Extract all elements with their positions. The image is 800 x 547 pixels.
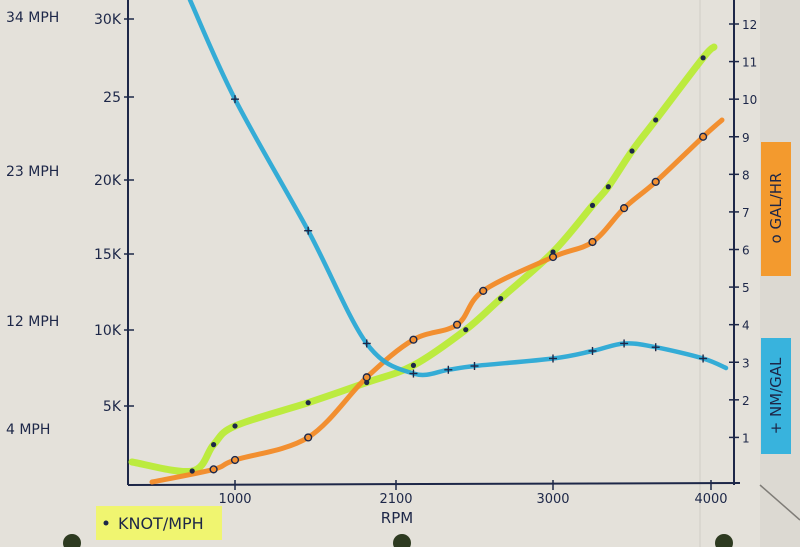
- left-tick-label: 30K: [94, 12, 122, 28]
- mph-label: 34 MPH: [6, 10, 59, 26]
- gal-hr-point: [548, 252, 558, 262]
- knot-mph-point: [589, 202, 596, 208]
- right-tick-label: 11: [742, 56, 757, 70]
- knot-mph-point: [232, 423, 238, 429]
- right-tick-label: 12: [742, 18, 757, 32]
- nm-gal-point: [620, 339, 629, 348]
- x-axis-title: RPM: [381, 509, 413, 527]
- legend-knot-mph-label: KNOT/MPH: [118, 514, 204, 533]
- nm-gal-point: [549, 354, 557, 363]
- nm-gal-point: [588, 346, 597, 355]
- knot-mph-point: [700, 55, 706, 61]
- right-tick-label: 6: [742, 244, 750, 258]
- knot-mph-point: [410, 362, 417, 368]
- right-tick-label: 5: [742, 281, 750, 295]
- mph-label: 12 MPH: [6, 314, 59, 330]
- right-tick-label: 8: [742, 168, 750, 182]
- gal-hr-point: [698, 132, 708, 141]
- knot-mph-point: [629, 148, 635, 154]
- legend-knot-mph-highlight: [96, 506, 222, 540]
- gal-hr-point: [588, 237, 597, 247]
- legend-nm-gal-label: + NM/GAL: [767, 357, 785, 434]
- x-tick-label: 1000: [218, 492, 251, 507]
- punch-hole-right: [715, 534, 733, 547]
- x-tick-label: 4000: [694, 492, 727, 507]
- right-tick-label: 10: [742, 93, 757, 107]
- left-tick-label: 25: [103, 90, 121, 106]
- legend-nm-gal-highlight: [761, 338, 791, 454]
- mph-label: 4 MPH: [6, 422, 50, 438]
- series-markers: [189, 55, 708, 474]
- x-tick-label: 3000: [536, 492, 569, 507]
- knot-mph-point: [653, 117, 659, 123]
- right-tick-label: 3: [742, 356, 750, 370]
- x-axis-line: [127, 482, 741, 486]
- x-tick-label: 2100: [379, 492, 412, 507]
- gal-hr-point: [304, 433, 313, 442]
- nm-gal-point: [699, 354, 708, 363]
- series-line-knot-mph: [128, 43, 718, 476]
- paper-edge: [759, 484, 800, 521]
- punch-hole-middle: [393, 534, 411, 547]
- gal-hr-point: [651, 177, 660, 186]
- right-tick-label: 4: [742, 319, 750, 333]
- gal-hr-point: [479, 286, 488, 295]
- gal-hr-point: [209, 465, 218, 474]
- series-line-nm-gal: [187, 0, 729, 378]
- paper-sheet: [0, 0, 760, 547]
- knot-mph-point: [189, 468, 195, 474]
- nm-gal-point: [651, 343, 660, 352]
- knot-mph-point: [605, 184, 611, 190]
- nm-gal-point: [304, 226, 313, 235]
- nm-gal-point: [470, 362, 479, 371]
- left-tick-label: 5K: [103, 399, 122, 415]
- left-tick-label: 10K: [94, 323, 122, 339]
- nm-gal-point: [409, 369, 418, 378]
- nm-gal-point: [362, 339, 371, 348]
- gal-hr-point: [230, 455, 240, 465]
- left-tick-label: 20K: [94, 173, 122, 189]
- gal-hr-point: [619, 204, 629, 213]
- right-tick-label: 1: [742, 431, 750, 445]
- right-tick-label: 9: [742, 131, 750, 145]
- mph-label: 23 MPH: [6, 164, 59, 180]
- punch-hole-left: [63, 534, 81, 547]
- nm-gal-point: [231, 95, 239, 104]
- right-tick-label: 7: [742, 206, 750, 220]
- knot-mph-point: [211, 442, 217, 448]
- knot-mph-point: [364, 379, 370, 386]
- gal-hr-point: [452, 320, 462, 329]
- gal-hr-point: [409, 335, 418, 344]
- legend-gal-hr-label: o GAL/HR: [767, 173, 785, 244]
- legend-dot-marker: [103, 520, 109, 526]
- knot-mph-point: [463, 327, 469, 333]
- knot-mph-point: [305, 400, 311, 406]
- legend-gal-hr-highlight: [761, 142, 791, 276]
- gal-hr-point: [362, 373, 371, 382]
- nm-gal-point: [444, 365, 453, 374]
- right-tick-label: 2: [742, 394, 750, 408]
- left-tick-label: 15K: [94, 247, 122, 263]
- knot-mph-point: [498, 296, 504, 302]
